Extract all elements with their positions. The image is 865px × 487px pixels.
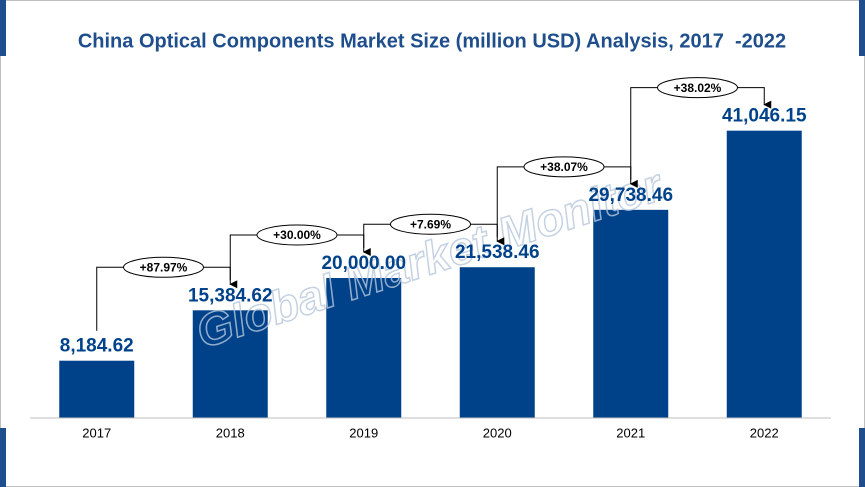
annotation: +38.07%: [540, 160, 588, 174]
annotation: +7.69%: [410, 217, 451, 231]
annotation-bubble: [390, 213, 471, 235]
bar: [326, 278, 402, 418]
chart-title: China Optical Components Market Size (mi…: [78, 30, 786, 52]
x-tick-label: 2018: [216, 425, 245, 440]
bar: [459, 267, 535, 418]
bar: [192, 310, 268, 418]
bar: [726, 130, 802, 419]
bar: [59, 360, 135, 418]
x-tick-label: 2020: [483, 425, 512, 440]
corner-accent: [0, 0, 6, 56]
annotation: +38.02%: [674, 81, 722, 95]
annotation-bubble: [657, 77, 738, 99]
x-tick-label: 2019: [349, 425, 378, 440]
value-label: 29,738.46: [588, 185, 673, 206]
x-tick-label: 2017: [82, 425, 111, 440]
annotation: +87.97%: [140, 260, 188, 274]
annotation-bubble: [523, 156, 605, 178]
x-tick-label: 2022: [750, 425, 779, 440]
corner-accent: [859, 428, 865, 487]
value-label: 20,000.00: [321, 253, 406, 274]
corner-accent: [0, 428, 6, 487]
value-label: 41,046.15: [722, 106, 807, 127]
bar: [593, 209, 669, 418]
value-label: 8,184.62: [60, 336, 134, 357]
value-label: 21,538.46: [455, 242, 540, 263]
x-tick-label: 2021: [616, 425, 645, 440]
corner-accent: [859, 0, 865, 56]
annotation-bubble: [123, 256, 204, 278]
annotation-bubble: [256, 224, 338, 246]
value-label: 15,384.62: [188, 285, 273, 306]
annotation: +30.00%: [273, 228, 321, 242]
